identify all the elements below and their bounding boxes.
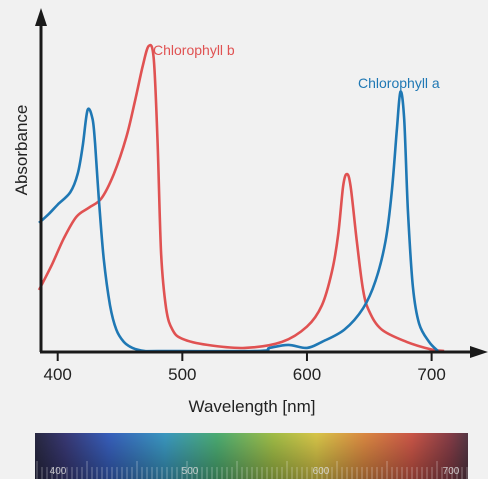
spectrum-ticks [36, 461, 468, 479]
legend-chlorophyll-b: Chlorophyll b [153, 42, 235, 58]
x-axis-title: Wavelength [nm] [189, 397, 316, 416]
x-axis-arrow [470, 346, 488, 358]
legend-chlorophyll-a: Chlorophyll a [358, 75, 440, 91]
x-ticks: 400 500 600 700 [44, 352, 446, 384]
spectrum-label-600: 600 [313, 466, 330, 477]
x-tick-label-400: 400 [44, 365, 72, 384]
series-line-chlorophyll-b [37, 43, 445, 353]
spectrum-label-700: 700 [443, 466, 460, 477]
plot-area: 400 500 600 700 Wavelength [nm] Absorbance … [12, 8, 488, 416]
spectrum-label-400: 400 [50, 466, 67, 477]
spectrum-bar: 400 500 600 700 [35, 433, 468, 479]
x-tick-label-700: 700 [417, 365, 445, 384]
spectrum-label-500: 500 [182, 466, 199, 477]
x-tick-label-600: 600 [293, 365, 321, 384]
x-tick-label-500: 500 [168, 365, 196, 384]
series-line-chlorophyll-a [38, 90, 439, 353]
y-axis-title: Absorbance [12, 105, 31, 196]
spectrum-bar-shade [35, 433, 468, 479]
series-layer [37, 43, 445, 353]
y-axis-arrow [35, 8, 47, 26]
